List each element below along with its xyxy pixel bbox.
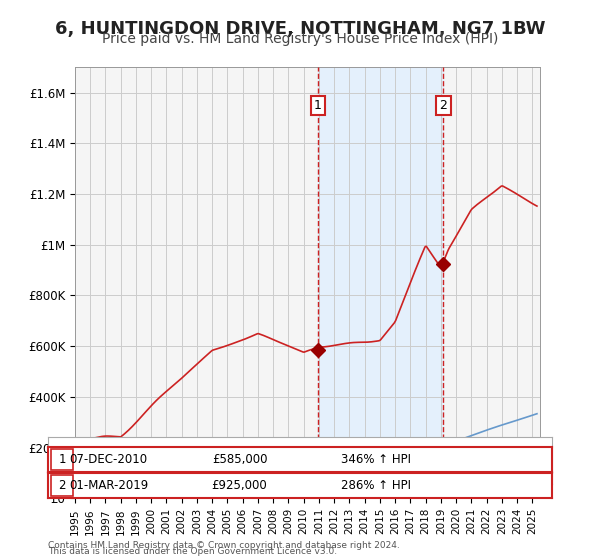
HPI: Average price, detached house, City of Nottingham: (2.02e+03, 1.71e+05): Average price, detached house, City of N…: [396, 452, 403, 459]
Text: Contains HM Land Registry data © Crown copyright and database right 2024.: Contains HM Land Registry data © Crown c…: [48, 541, 400, 550]
6, HUNTINGDON DRIVE, NOTTINGHAM, NG7 1BW (detached house): [89, 435, 97, 442]
HPI: Average price, detached house, City of Nottingham: (2e+03, 5e+04): Average price, detached house, City of N…: [71, 482, 79, 489]
Text: 01-MAR-2019: 01-MAR-2019: [69, 479, 148, 492]
6, HUNTINGDON DRIVE, NOTTINGHAM, NG7 1BW (detached house): [71, 437, 79, 444]
Text: 6, HUNTINGDON DRIVE, NOTTINGHAM, NG7 1BW: 6, HUNTINGDON DRIVE, NOTTINGHAM, NG7 1BW: [55, 20, 545, 38]
Text: 1: 1: [58, 452, 66, 466]
HPI: Average price, detached house, City of Nottingham: (2.03e+03, 3.34e+05): Average price, detached house, City of N…: [533, 410, 541, 417]
Text: Price paid vs. HM Land Registry's House Price Index (HPI): Price paid vs. HM Land Registry's House …: [102, 32, 498, 46]
Text: 2: 2: [440, 99, 448, 112]
Text: This data is licensed under the Open Government Licence v3.0.: This data is licensed under the Open Gov…: [48, 547, 337, 556]
Text: 6, HUNTINGDON DRIVE, NOTTINGHAM, NG7 1BW (detached house): 6, HUNTINGDON DRIVE, NOTTINGHAM, NG7 1BW…: [83, 445, 432, 455]
Text: 07-DEC-2010: 07-DEC-2010: [70, 452, 148, 466]
Line: 6, HUNTINGDON DRIVE, NOTTINGHAM, NG7 1BW (detached house): 6, HUNTINGDON DRIVE, NOTTINGHAM, NG7 1BW…: [75, 186, 537, 440]
FancyBboxPatch shape: [50, 475, 73, 496]
HPI: Average price, detached house, City of Nottingham: (2e+03, 5.37e+04): Average price, detached house, City of N…: [89, 482, 97, 488]
6, HUNTINGDON DRIVE, NOTTINGHAM, NG7 1BW (detached house): [499, 183, 506, 189]
Text: £585,000: £585,000: [212, 452, 267, 466]
6, HUNTINGDON DRIVE, NOTTINGHAM, NG7 1BW (detached house): [533, 203, 541, 209]
HPI: Average price, detached house, City of Nottingham: (2e+03, 1.4e+05): Average price, detached house, City of N…: [188, 459, 196, 466]
HPI: Average price, detached house, City of Nottingham: (2e+03, 5.16e+04): Average price, detached house, City of N…: [78, 482, 85, 489]
6, HUNTINGDON DRIVE, NOTTINGHAM, NG7 1BW (detached house): [188, 365, 196, 372]
HPI: Average price, detached house, City of Nottingham: (2e+03, 5.07e+04): Average price, detached house, City of N…: [74, 482, 81, 489]
Line: HPI: Average price, detached house, City of Nottingham: HPI: Average price, detached house, City…: [75, 414, 537, 486]
Text: 286% ↑ HPI: 286% ↑ HPI: [341, 479, 410, 492]
Text: 2: 2: [58, 479, 66, 492]
6, HUNTINGDON DRIVE, NOTTINGHAM, NG7 1BW (detached house): [396, 307, 403, 314]
HPI: Average price, detached house, City of Nottingham: (2e+03, 7.42e+04): Average price, detached house, City of N…: [133, 476, 140, 483]
Bar: [318, 67, 443, 498]
Text: HPI: Average price, detached house, City of Nottingham: HPI: Average price, detached house, City…: [83, 468, 375, 478]
FancyBboxPatch shape: [50, 449, 73, 469]
6, HUNTINGDON DRIVE, NOTTINGHAM, NG7 1BW (detached house): [74, 437, 81, 444]
6, HUNTINGDON DRIVE, NOTTINGHAM, NG7 1BW (detached house): [78, 436, 85, 443]
Text: 346% ↑ HPI: 346% ↑ HPI: [341, 452, 410, 466]
6, HUNTINGDON DRIVE, NOTTINGHAM, NG7 1BW (detached house): [133, 419, 140, 426]
Text: 1: 1: [314, 99, 322, 112]
Text: £925,000: £925,000: [212, 479, 268, 492]
